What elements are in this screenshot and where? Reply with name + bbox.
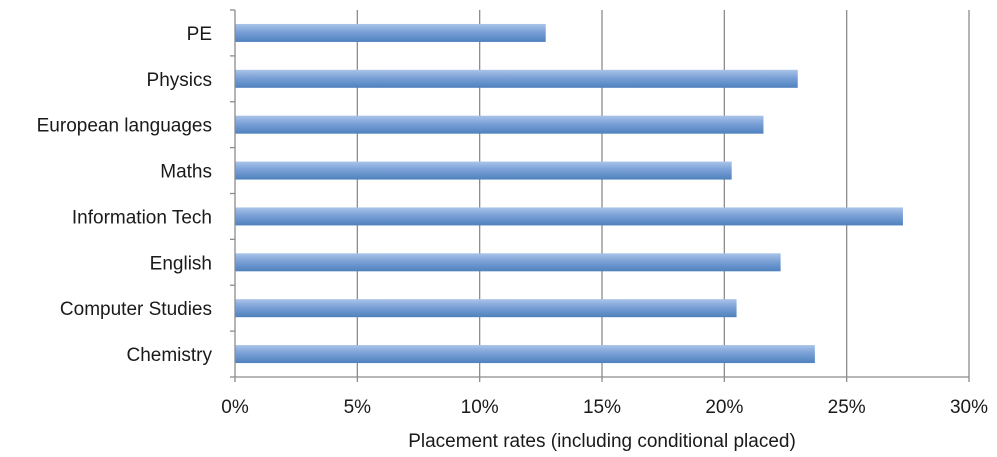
category-label: Maths (160, 162, 212, 183)
bar-english (235, 253, 781, 272)
bar-maths (235, 161, 732, 180)
x-tick-label: 25% (828, 397, 866, 418)
x-tick-labels: 0% 5% 10% 15% 20% 25% 30% (221, 397, 988, 418)
x-tick-label: 10% (461, 397, 499, 418)
x-tick-label: 0% (221, 397, 249, 418)
bars (235, 23, 903, 364)
axes (230, 9, 970, 382)
x-tick-label: 15% (583, 397, 621, 418)
grid-lines (356, 10, 970, 377)
category-label: English (150, 253, 212, 274)
bar-chemistry (235, 345, 815, 364)
category-label: Physics (147, 70, 212, 91)
x-tick-label: 5% (344, 397, 372, 418)
category-label: Chemistry (126, 345, 212, 366)
x-tick-label: 30% (950, 397, 988, 418)
bar-european-languages (235, 115, 764, 134)
x-axis-title: Placement rates (including conditional p… (408, 431, 796, 452)
x-tick-label: 20% (705, 397, 743, 418)
bar-physics (235, 69, 798, 88)
category-label: European languages (37, 116, 212, 137)
category-label: Computer Studies (60, 299, 212, 320)
bar-pe (235, 23, 546, 42)
category-label: Information Tech (72, 207, 212, 228)
category-labels: PE Physics European languages Maths Informat… (37, 24, 213, 366)
category-label: PE (187, 24, 212, 45)
bar-computer-studies (235, 299, 737, 318)
bar-information-tech (235, 207, 903, 226)
